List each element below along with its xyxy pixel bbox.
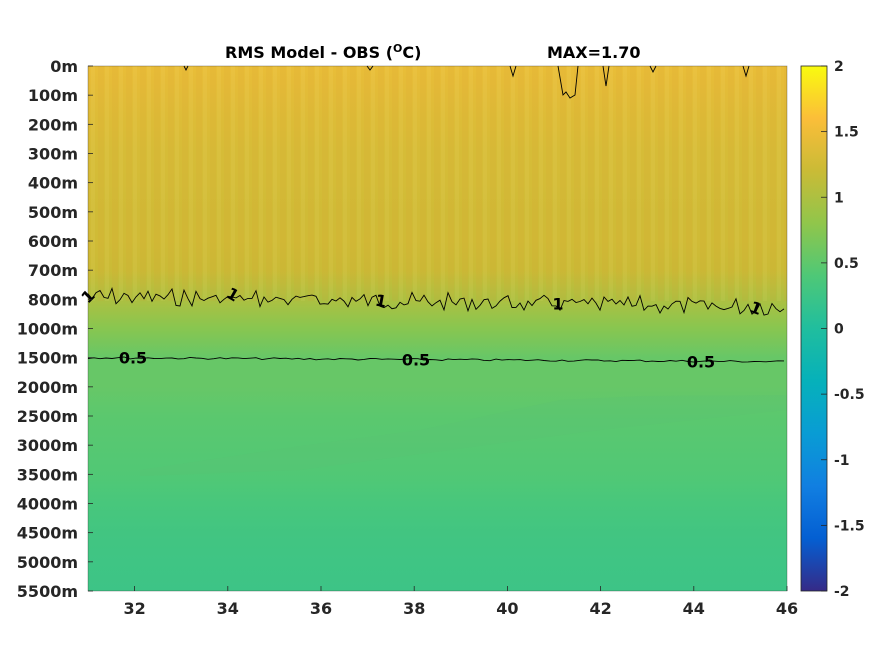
contour-labels: 1 1 1 1 10.5 0.5 0.5 [77, 284, 764, 372]
y-tick-label: 400m [28, 174, 78, 193]
y-tick-label: 2000m [17, 378, 78, 397]
colorbar-ticks: -2 -1.5 -1 -0.5 0 0.5 1 1.5 2 [821, 59, 865, 600]
surface-contour-loops [183, 65, 750, 99]
y-tick-label: 1000m [17, 320, 78, 339]
deep-band-patch [140, 395, 787, 476]
contour-label-0.5: 0.5 [119, 349, 147, 368]
x-tick-label: 36 [310, 599, 332, 618]
y-tick-label: 700m [28, 261, 78, 280]
title-unit: C) [402, 43, 421, 62]
colorbar-tick-label: 1 [834, 190, 844, 206]
y-tick-label: 0m [50, 57, 78, 76]
colorbar-tick-label: 2 [834, 59, 844, 75]
heatmap-stripes [88, 66, 787, 301]
y-tick-label: 800m [28, 290, 78, 309]
y-tick-label: 4000m [17, 495, 78, 514]
x-tick-label: 44 [683, 599, 705, 618]
y-axis: 0m 100m 200m 300m 400m 500m 600m 700m 800m 1000m 1… [17, 57, 93, 601]
x-tick-label: 34 [217, 599, 239, 618]
colorbar-tick-label: 1.5 [834, 125, 859, 141]
x-tick-label: 42 [589, 599, 611, 618]
y-tick-label: 3500m [17, 465, 78, 484]
chart-title: RMS Model - OBS (OC) [225, 42, 421, 62]
colorbar-tick-label: 0.5 [834, 256, 859, 272]
x-tick-label: 40 [496, 599, 518, 618]
y-tick-label: 500m [28, 203, 78, 222]
y-tick-label: 200m [28, 115, 78, 134]
max-label: MAX=1.70 [547, 43, 641, 62]
plot-area: 1 1 1 1 10.5 0.5 0.5 [77, 65, 788, 592]
y-tick-label: 100m [28, 86, 78, 105]
colorbar: -2 -1.5 -1 -0.5 0 0.5 1 1.5 2 [800, 59, 865, 600]
title-superscript: O [393, 42, 402, 55]
contour-line-1 [87, 286, 785, 316]
contour-label-0.5: 0.5 [402, 351, 430, 370]
y-tick-label: 5500m [17, 582, 78, 601]
y-tick-label: 3000m [17, 436, 78, 455]
x-tick-label: 46 [776, 599, 798, 618]
x-axis: 32 34 36 38 40 42 44 46 [123, 586, 798, 618]
y-tick-label: 4500m [17, 524, 78, 543]
contour-line-0.5 [87, 356, 785, 363]
y-tick-label: 300m [28, 145, 78, 164]
colorbar-tick-label: -2 [834, 584, 850, 600]
colorbar-tick-label: -1.5 [834, 518, 865, 534]
contour-label-1: 1 [374, 291, 388, 312]
colorbar-tick-label: 0 [834, 322, 844, 338]
x-tick-label: 32 [123, 599, 145, 618]
y-tick-label: 5000m [17, 553, 78, 572]
y-tick-label: 1500m [17, 349, 78, 368]
x-tick-label: 38 [403, 599, 425, 618]
y-tick-label: 2500m [17, 407, 78, 426]
contour-label-1: 1 [552, 294, 563, 313]
contour-label-0.5: 0.5 [687, 353, 715, 372]
colorbar-tick-label: -1 [834, 453, 850, 469]
y-tick-label: 600m [28, 232, 78, 251]
colorbar-tick-label: -0.5 [834, 387, 865, 403]
